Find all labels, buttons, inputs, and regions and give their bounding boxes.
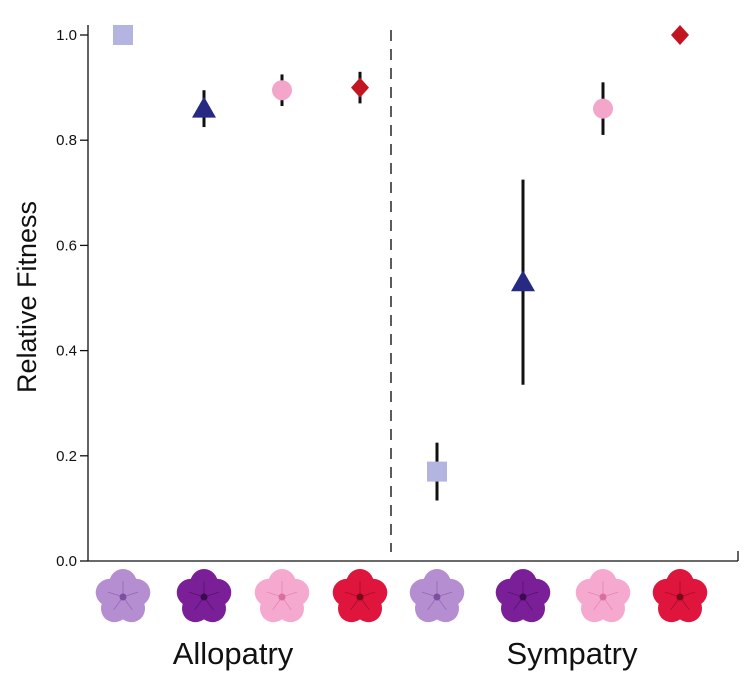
- markers: [113, 25, 689, 482]
- flower-center: [200, 593, 208, 601]
- triangle-marker: [192, 96, 216, 118]
- red-flower-icon: [652, 569, 708, 623]
- dark-purple-flower-icon: [495, 569, 551, 623]
- y-tick-label: 0.0: [56, 553, 77, 570]
- flower-center: [356, 593, 364, 601]
- y-ticks: 0.0 0.2 0.4 0.6 0.8 1.0: [56, 27, 88, 570]
- flower-center: [119, 593, 127, 601]
- circle-marker: [272, 80, 292, 101]
- circle-marker: [593, 98, 613, 119]
- flower-center: [676, 593, 684, 601]
- group-label-sympatry: Sympatry: [507, 636, 638, 671]
- flower-center: [433, 593, 441, 601]
- axes: [87, 25, 739, 562]
- triangle-marker: [511, 270, 535, 292]
- diamond-marker: [351, 77, 369, 98]
- diamond-marker: [671, 25, 689, 45]
- light-purple-flower-icon: [95, 569, 151, 623]
- flower-center: [278, 593, 286, 601]
- flowers: [95, 569, 708, 623]
- y-tick-label: 0.8: [56, 132, 77, 149]
- pink-flower-icon: [254, 569, 310, 623]
- y-tick-label: 1.0: [56, 27, 77, 44]
- group-label-allopatry: Allopatry: [173, 636, 294, 671]
- y-tick-label: 0.2: [56, 448, 77, 465]
- red-flower-icon: [332, 569, 388, 623]
- pink-flower-icon: [575, 569, 631, 623]
- y-tick-label: 0.4: [56, 343, 77, 360]
- flower-center: [519, 593, 527, 601]
- square-marker: [427, 461, 447, 482]
- square-marker: [113, 25, 133, 45]
- light-purple-flower-icon: [409, 569, 465, 623]
- flower-center: [599, 593, 607, 601]
- error-bars: [202, 71, 605, 501]
- dark-purple-flower-icon: [176, 569, 232, 623]
- y-tick-label: 0.6: [56, 237, 77, 254]
- y-axis-title: Relative Fitness: [12, 201, 42, 393]
